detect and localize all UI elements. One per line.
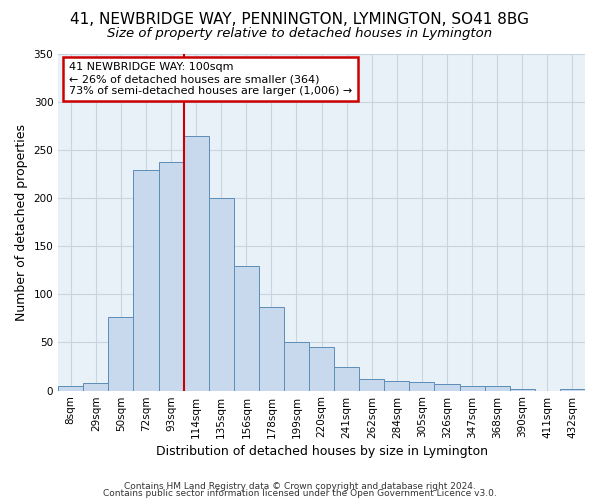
Bar bbox=[83, 383, 109, 390]
Text: Size of property relative to detached houses in Lymington: Size of property relative to detached ho… bbox=[107, 28, 493, 40]
X-axis label: Distribution of detached houses by size in Lymington: Distribution of detached houses by size … bbox=[155, 444, 488, 458]
Bar bbox=[259, 307, 284, 390]
Y-axis label: Number of detached properties: Number of detached properties bbox=[15, 124, 28, 321]
Text: 41, NEWBRIDGE WAY, PENNINGTON, LYMINGTON, SO41 8BG: 41, NEWBRIDGE WAY, PENNINGTON, LYMINGTON… bbox=[71, 12, 530, 28]
Bar bbox=[284, 342, 309, 390]
Text: Contains public sector information licensed under the Open Government Licence v3: Contains public sector information licen… bbox=[103, 489, 497, 498]
Bar bbox=[158, 162, 184, 390]
Bar bbox=[385, 381, 409, 390]
Bar bbox=[184, 136, 209, 390]
Bar bbox=[334, 366, 359, 390]
Bar bbox=[485, 386, 510, 390]
Text: 41 NEWBRIDGE WAY: 100sqm
← 26% of detached houses are smaller (364)
73% of semi-: 41 NEWBRIDGE WAY: 100sqm ← 26% of detach… bbox=[69, 62, 352, 96]
Bar bbox=[460, 386, 485, 390]
Bar bbox=[560, 388, 585, 390]
Bar bbox=[510, 388, 535, 390]
Bar bbox=[309, 348, 334, 391]
Text: Contains HM Land Registry data © Crown copyright and database right 2024.: Contains HM Land Registry data © Crown c… bbox=[124, 482, 476, 491]
Bar bbox=[359, 379, 385, 390]
Bar bbox=[209, 198, 234, 390]
Bar bbox=[133, 170, 158, 390]
Bar bbox=[409, 382, 434, 390]
Bar bbox=[434, 384, 460, 390]
Bar bbox=[109, 316, 133, 390]
Bar bbox=[234, 266, 259, 390]
Bar bbox=[58, 386, 83, 390]
